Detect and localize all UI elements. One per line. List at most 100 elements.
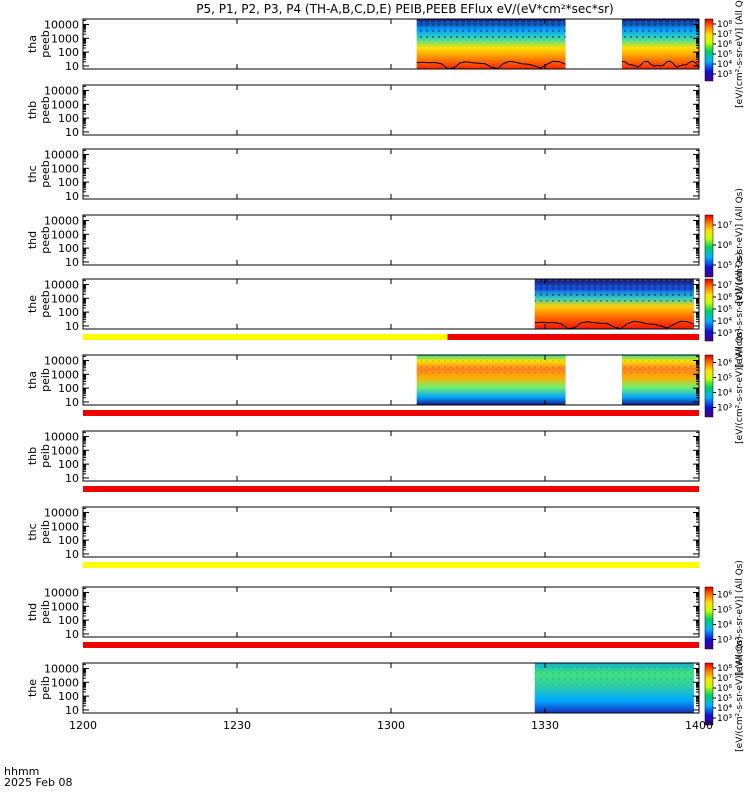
y-tick-label: 1000 (51, 520, 79, 533)
colorbar-tick-label: 10⁴ (717, 621, 732, 631)
colorbar-gradient (704, 278, 714, 342)
spectrum-noise (416, 19, 566, 42)
panel-frame (82, 506, 700, 558)
y-tick-label: 10 (65, 60, 79, 73)
y-tick-label: 1000 (51, 292, 79, 305)
colorbar-label: [eV/(cm²-s-sr-eV)] (All Qs) (735, 636, 745, 752)
panel-ylabel-line1: the (26, 679, 39, 697)
y-tick-label: 10000 (44, 662, 79, 675)
panel-ylabel-line2: peib (39, 444, 52, 468)
panel-ylabel-line1: thd (26, 603, 39, 621)
colorbar-tick-label: 10⁵ (717, 374, 732, 384)
panel-ylabel-line2: peeb (39, 290, 52, 318)
y-tick-label: 10000 (44, 18, 79, 31)
x-tick-label: 1200 (69, 719, 97, 732)
panel-ylabel-line2: peeb (39, 226, 52, 254)
y-tick-label: 100 (58, 306, 79, 319)
y-tick-label: 10000 (44, 214, 79, 227)
colorbar-label: [eV/(cm²-s-sr-eV)] (All Qs) (735, 252, 745, 368)
panel-ylabel-line1: tha (26, 35, 39, 53)
colorbar-gradient (704, 662, 714, 726)
y-tick-label: 1000 (51, 444, 79, 457)
spectrum-noise (416, 355, 566, 378)
colorbar-tick-label: 10⁵ (717, 305, 732, 315)
panel-ylabel-line2: peib (39, 520, 52, 544)
colorbar-tick-label: 10⁶ (717, 359, 732, 369)
y-tick-label: 10000 (44, 84, 79, 97)
panel-ylabel-line1: thb (26, 101, 39, 119)
panel-ylabel-line2: peeb (39, 96, 52, 124)
colorbar-tick-label: 10⁷ (717, 674, 732, 684)
time-format-label: hhmm (4, 765, 39, 778)
y-tick-label: 1000 (51, 600, 79, 613)
y-tick-label: 10 (65, 472, 79, 485)
panel-ylabel-line1: thb (26, 447, 39, 465)
colorbar-tick-label: 10³ (717, 329, 732, 339)
colorbar-tick-label: 10⁵ (717, 606, 732, 616)
y-tick-label: 10 (65, 628, 79, 641)
colorbar-thd-peeb: 10⁵ 10⁶ 10⁷ [eV/(cm²-s-sr-eV)] (All Qs) (704, 188, 745, 304)
colorbar-gradient (704, 354, 714, 418)
trace-line (416, 60, 566, 70)
panel-frame (82, 214, 700, 266)
colorbar-gradient (704, 18, 714, 82)
panel-frame (82, 586, 700, 638)
colorbar-tick-label: 10⁶ (717, 40, 732, 50)
panel-ylabel-line1: thd (26, 231, 39, 249)
panel-ylabel-line2: peib (39, 368, 52, 392)
panel-ylabel-line1: the (26, 295, 39, 313)
colorbar-tick-label: 10⁶ (717, 591, 732, 601)
status-bar-segment (83, 486, 699, 492)
y-tick-label: 10000 (44, 278, 79, 291)
colorbar-label: [eV/(cm²-s-sr-eV)] (All Qs) (735, 0, 745, 108)
colorbar-tick-label: 10³ (717, 636, 732, 646)
colorbar-label: [eV/(cm²-s-sr-eV)] (All Qs) (735, 560, 745, 676)
panel-frame (82, 354, 700, 406)
y-tick-label: 10000 (44, 506, 79, 519)
colorbar-tick-label: 10⁸ (717, 664, 732, 674)
y-tick-label: 10 (65, 704, 79, 717)
colorbar-label: [eV/(cm²-s-sr-eV)] (All Qs) (735, 328, 745, 444)
colorbar-tick-label: 10³ (717, 70, 732, 80)
y-tick-label: 10 (65, 320, 79, 333)
colorbar-tick-label: 10³ (717, 404, 732, 414)
y-tick-label: 10 (65, 396, 79, 409)
y-tick-label: 100 (58, 534, 79, 547)
trace-line (621, 60, 700, 68)
colorbar-tick-label: 10⁵ (717, 694, 732, 704)
y-tick-label: 10 (65, 256, 79, 269)
colorbar-tick-label: 10⁴ (717, 60, 732, 70)
colorbar-tick-label: 10⁴ (717, 389, 732, 399)
spectrum-noise (534, 663, 694, 686)
chart-title: P5, P1, P2, P3, P4 (TH-A,B,C,D,E) PEIB,P… (196, 2, 613, 16)
date-label: 2025 Feb 08 (4, 776, 72, 789)
y-tick-label: 1000 (51, 32, 79, 45)
panel-ylabel-line2: peeb (39, 30, 52, 58)
colorbar-tick-label: 10⁶ (717, 241, 732, 251)
y-tick-label: 100 (58, 176, 79, 189)
y-tick-label: 100 (58, 46, 79, 59)
y-tick-label: 100 (58, 112, 79, 125)
colorbar-tick-label: 10⁷ (717, 30, 732, 40)
y-tick-label: 100 (58, 382, 79, 395)
spectrum-noise (534, 279, 694, 302)
panel-ylabel-line2: peeb (39, 160, 52, 188)
y-tick-label: 10000 (44, 148, 79, 161)
colorbar-tick-label: 10⁸ (717, 20, 732, 30)
x-tick-label: 1230 (223, 719, 251, 732)
y-tick-label: 1000 (51, 162, 79, 175)
panel-ylabel-line2: peib (39, 600, 52, 624)
y-tick-label: 10 (65, 548, 79, 561)
y-tick-label: 10 (65, 190, 79, 203)
x-tick-label: 1330 (531, 719, 559, 732)
